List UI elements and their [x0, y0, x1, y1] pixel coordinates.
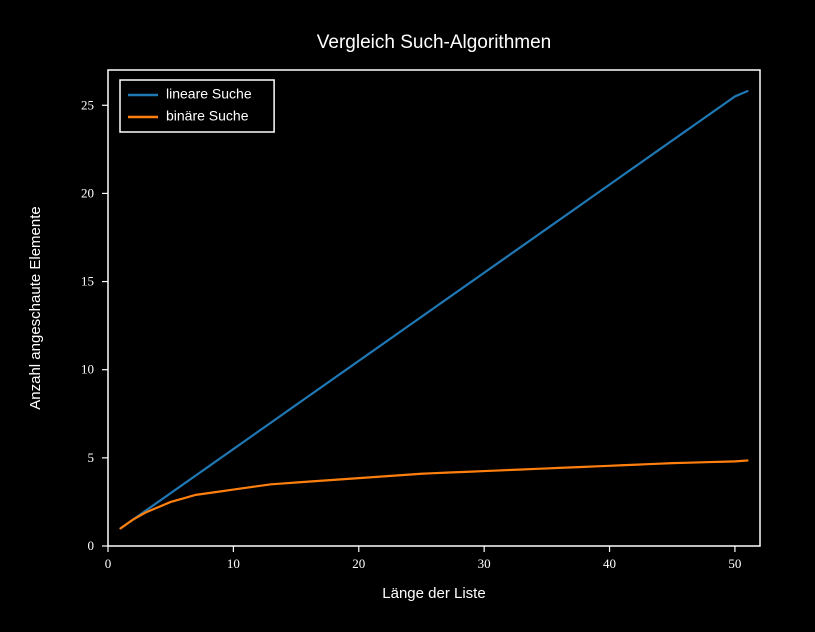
x-tick-label: 20 — [352, 556, 365, 571]
line-chart: 0 10 20 30 40 50 0 5 10 15 20 25 Vergleich Such-Algo… — [0, 0, 815, 632]
y-tick-label: 20 — [81, 185, 94, 200]
x-tick-label: 40 — [603, 556, 616, 571]
y-tick-label: 0 — [88, 538, 95, 553]
chart-title: Vergleich Such-Algorithmen — [317, 32, 551, 53]
y-axis-label: Anzahl angeschaute Elemente — [27, 206, 44, 409]
x-tick-label: 30 — [478, 556, 491, 571]
legend-label: lineare Suche — [166, 86, 252, 102]
legend-label: binäre Suche — [166, 108, 249, 124]
chart-container: 0 10 20 30 40 50 0 5 10 15 20 25 Vergleich Such-Algo… — [0, 0, 815, 632]
legend: lineare Suche binäre Suche — [120, 80, 274, 132]
y-tick-label: 10 — [81, 362, 94, 377]
x-tick-label: 50 — [728, 556, 741, 571]
x-tick-label: 10 — [227, 556, 240, 571]
y-tick-label: 25 — [81, 97, 94, 112]
y-tick-label: 5 — [88, 450, 95, 465]
x-tick-label: 0 — [105, 556, 112, 571]
y-tick-label: 15 — [81, 274, 94, 289]
x-axis-label: Länge der Liste — [382, 585, 485, 602]
